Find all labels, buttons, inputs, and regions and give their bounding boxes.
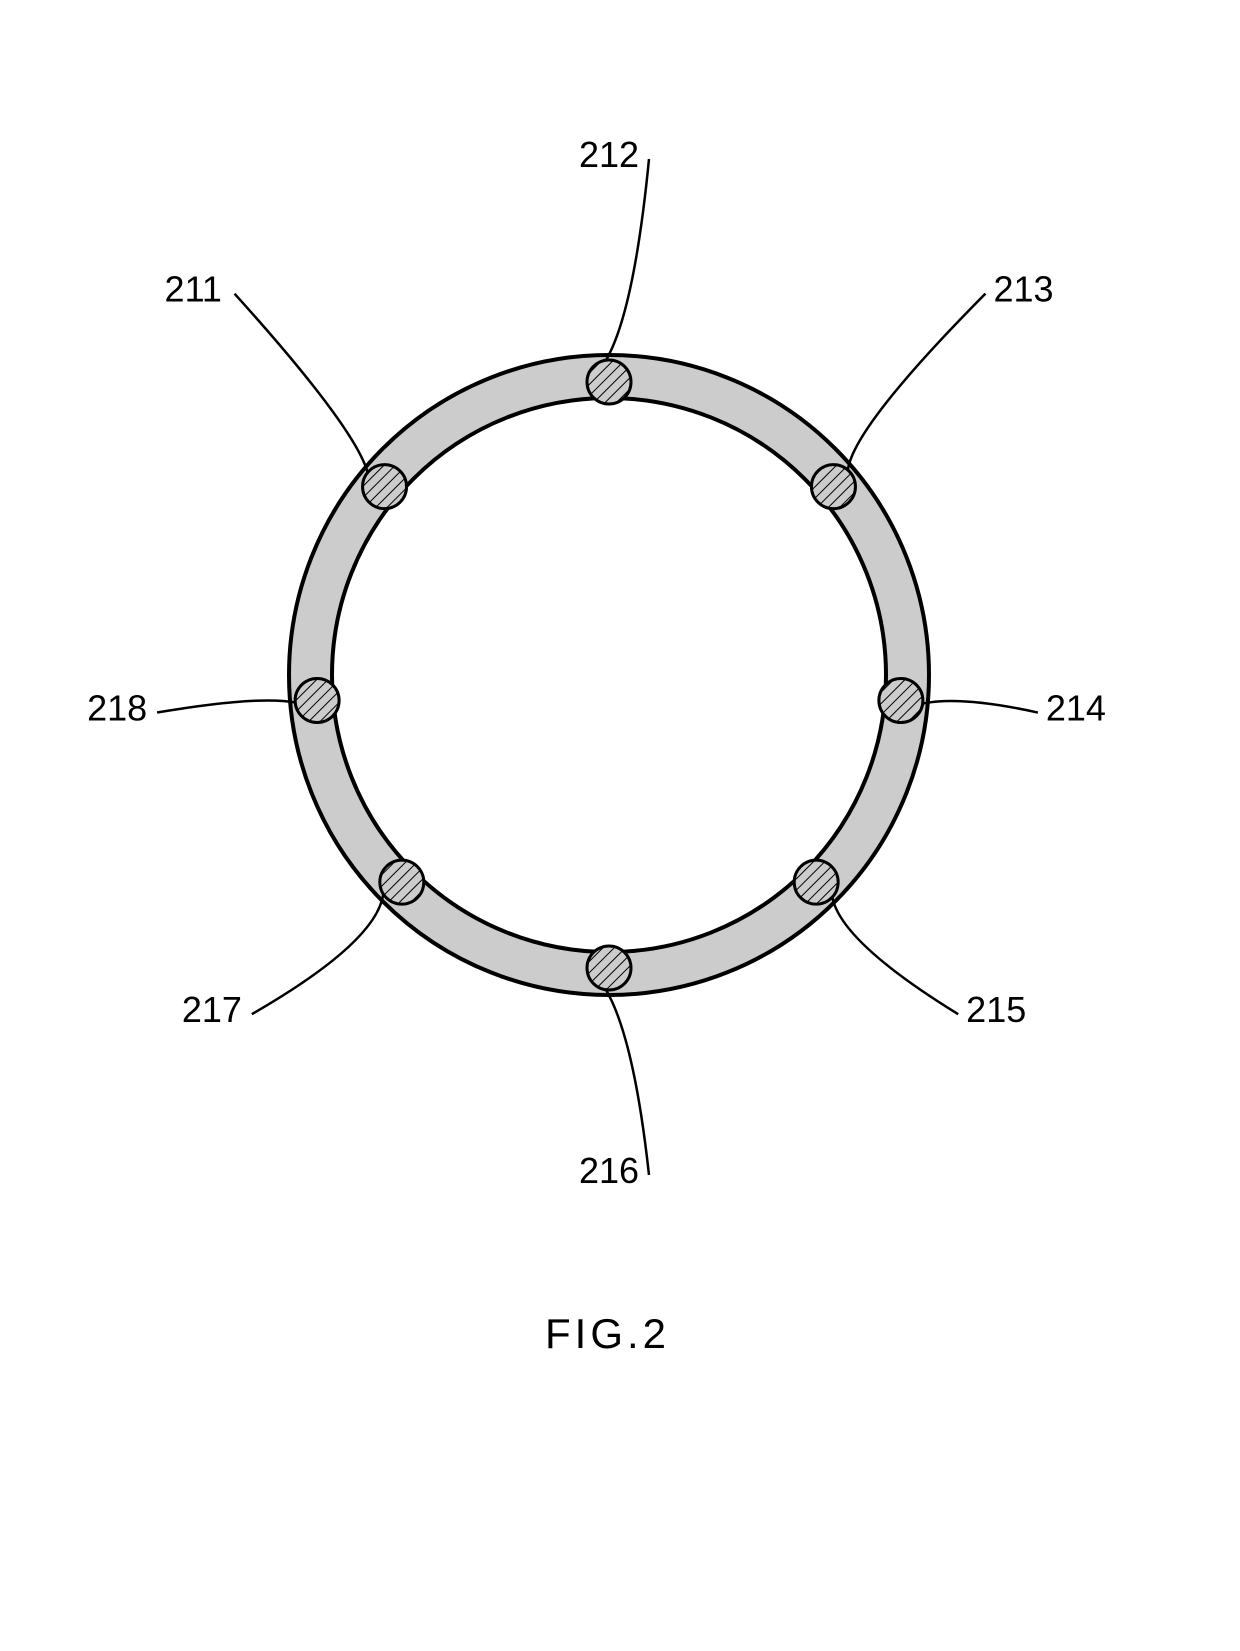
leader-216 <box>606 990 649 1175</box>
leader-211 <box>235 294 368 473</box>
node-label-214: 214 <box>1046 688 1106 729</box>
node-label-211: 211 <box>165 269 222 310</box>
node-211 <box>363 465 407 509</box>
node-label-217: 217 <box>182 989 242 1030</box>
node-label-215: 215 <box>966 989 1026 1030</box>
node-213 <box>811 465 855 509</box>
node-218 <box>295 679 339 723</box>
node-label-213: 213 <box>993 269 1053 310</box>
node-216 <box>587 946 631 990</box>
node-217 <box>380 860 424 904</box>
node-label-218: 218 <box>87 688 147 729</box>
node-label-216: 216 <box>579 1150 639 1191</box>
figure-caption: FIG.2 <box>545 1310 670 1358</box>
node-212 <box>587 360 631 404</box>
leader-214 <box>923 701 1038 713</box>
leader-215 <box>832 897 958 1014</box>
figure-canvas: 211 212 213 214 215 216 217 218 <box>0 0 1240 1651</box>
leader-213 <box>848 294 986 470</box>
node-214 <box>879 679 923 723</box>
leader-217 <box>252 894 383 1014</box>
node-label-212: 212 <box>579 134 639 175</box>
leader-218 <box>157 700 295 712</box>
leader-212 <box>606 159 649 360</box>
